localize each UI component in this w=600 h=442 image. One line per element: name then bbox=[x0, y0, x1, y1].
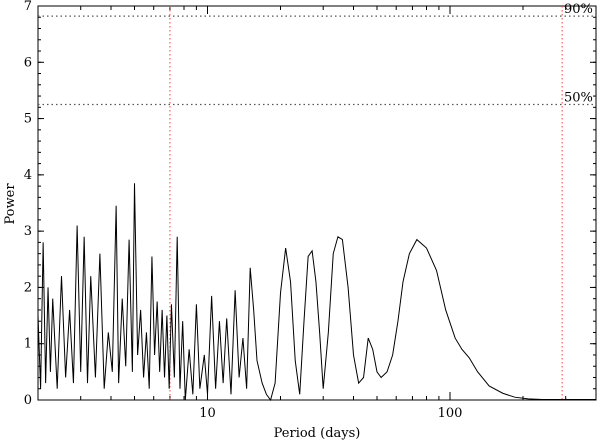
x-axis-title: Period (days) bbox=[274, 426, 361, 441]
significance-thresholds: 90% 50% bbox=[38, 2, 596, 106]
power-curve bbox=[37, 183, 596, 402]
y-axis-title: Power bbox=[3, 183, 18, 225]
y-axis: 0 1 2 3 4 5 6 7 bbox=[24, 0, 596, 408]
y-tick-label: 0 bbox=[24, 393, 32, 408]
threshold-label: 90% bbox=[564, 2, 593, 17]
y-tick-label: 2 bbox=[24, 280, 32, 295]
y-tick-label: 5 bbox=[24, 112, 32, 127]
y-tick-label: 4 bbox=[24, 168, 32, 183]
y-tick-label: 7 bbox=[24, 0, 32, 14]
threshold-label: 50% bbox=[564, 91, 593, 106]
x-axis: 10 100 bbox=[37, 6, 597, 421]
y-tick-label: 6 bbox=[24, 55, 32, 70]
x-tick-label: 100 bbox=[438, 406, 463, 421]
y-tick-label: 1 bbox=[24, 337, 32, 352]
vertical-markers bbox=[169, 6, 563, 400]
y-tick-label: 3 bbox=[24, 224, 32, 239]
x-tick-label: 10 bbox=[199, 406, 216, 421]
plot-frame bbox=[37, 5, 597, 401]
